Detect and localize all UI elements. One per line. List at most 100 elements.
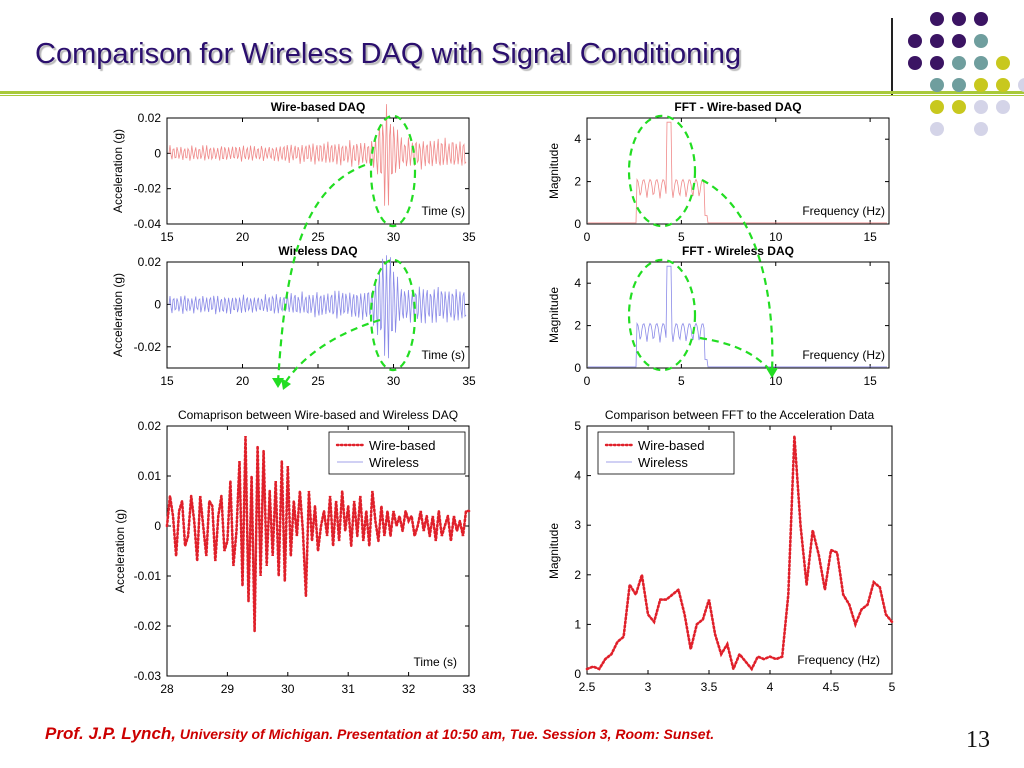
decorative-dot bbox=[930, 100, 944, 114]
x-tick-label: 4.5 bbox=[823, 680, 840, 694]
chart-panel-6: 2.5 3 3.5 4 4.5 5 5 4 3 2 1 0 Comparison between FFT… bbox=[547, 408, 896, 694]
plot-frame bbox=[586, 425, 893, 675]
annotation-arrow bbox=[701, 179, 774, 373]
chart-panel-1: 15 20 25 30 35 0.02 0 -0.02 -0.04 Wire-based DAQ T… bbox=[111, 100, 476, 244]
legend-label: Wire-based bbox=[369, 438, 435, 453]
x-tick-label: 0 bbox=[584, 230, 591, 244]
decorative-dot bbox=[930, 56, 944, 70]
decorative-dot bbox=[952, 78, 966, 92]
x-tick-label: 5 bbox=[678, 374, 685, 388]
y-tick-label: 0.02 bbox=[138, 111, 162, 125]
x-tick-label: 32 bbox=[402, 682, 416, 696]
chart-panel-4: 0 5 10 15 4 2 0 FFT - Wireless DAQ Frequency (Hz… bbox=[547, 244, 890, 388]
x-tick-label: 35 bbox=[462, 374, 476, 388]
arrowhead bbox=[766, 368, 778, 378]
y-tick-label: -0.04 bbox=[134, 217, 162, 231]
decorative-dot bbox=[996, 78, 1010, 92]
highlight-ellipse bbox=[627, 114, 697, 228]
x-axis-label: Frequency (Hz) bbox=[802, 204, 885, 218]
x-axis-label: Frequency (Hz) bbox=[802, 348, 885, 362]
legend-label: Wire-based bbox=[638, 438, 704, 453]
legend-box bbox=[597, 431, 735, 475]
y-tick-label: 2 bbox=[574, 319, 581, 333]
y-tick-label: -0.02 bbox=[134, 182, 162, 196]
series-line bbox=[168, 255, 467, 359]
chart-panel-5: 28 29 30 31 32 33 0.02 0.01 0 -0.01 -0.02 -0.03 Coma… bbox=[113, 408, 476, 696]
decorative-dot bbox=[1018, 78, 1024, 92]
annotation-arrow bbox=[276, 163, 366, 383]
x-tick-label: 10 bbox=[769, 374, 783, 388]
x-tick-label: 4 bbox=[767, 680, 774, 694]
y-tick-label: 1 bbox=[574, 617, 581, 631]
y-tick-label: 0.01 bbox=[138, 469, 162, 483]
y-tick-label: -0.03 bbox=[134, 669, 162, 683]
legend: Wire-based Wireless bbox=[328, 431, 466, 475]
decorative-dot bbox=[996, 56, 1010, 70]
chart-title: Wireless DAQ bbox=[278, 244, 357, 258]
y-tick-label: -0.01 bbox=[134, 569, 162, 583]
x-tick-label: 15 bbox=[863, 374, 877, 388]
decorative-dot bbox=[974, 56, 988, 70]
y-tick-label: 2 bbox=[574, 175, 581, 189]
y-axis-label: Acceleration (g) bbox=[111, 129, 125, 213]
decorative-dot bbox=[952, 12, 966, 26]
series-line bbox=[588, 265, 887, 368]
x-axis-label: Time (s) bbox=[421, 348, 465, 362]
y-tick-label: -0.02 bbox=[134, 340, 162, 354]
x-tick-label: 3 bbox=[645, 680, 652, 694]
y-axis-label: Acceleration (g) bbox=[111, 273, 125, 357]
decorative-dot bbox=[974, 100, 988, 114]
y-tick-label: 3 bbox=[574, 518, 581, 532]
x-tick-label: 5 bbox=[889, 680, 896, 694]
x-tick-label: 20 bbox=[236, 230, 250, 244]
x-tick-label: 25 bbox=[311, 230, 325, 244]
arrowhead bbox=[272, 378, 284, 388]
footer-venue: University of Michigan. Presentation at … bbox=[176, 726, 715, 742]
decorative-dot bbox=[930, 122, 944, 136]
series-line bbox=[588, 121, 887, 224]
decorative-dot bbox=[952, 56, 966, 70]
y-tick-label: 0 bbox=[154, 146, 161, 160]
decorative-dot bbox=[930, 78, 944, 92]
annotation-arrow bbox=[699, 336, 771, 371]
x-tick-label: 20 bbox=[236, 374, 250, 388]
x-axis-label: Time (s) bbox=[421, 204, 465, 218]
highlight-ellipse bbox=[369, 114, 417, 228]
legend-label: Wireless bbox=[369, 455, 419, 470]
y-axis-label: Magnitude bbox=[547, 143, 561, 199]
decorative-dot bbox=[974, 78, 988, 92]
series-line-wire-based bbox=[585, 435, 894, 674]
highlight-ellipse bbox=[627, 258, 697, 372]
slide-title: Comparison for Wireless DAQ with Signal … bbox=[35, 38, 741, 70]
y-axis-label: Acceleration (g) bbox=[113, 509, 127, 593]
y-tick-label: 0 bbox=[574, 217, 581, 231]
annotation-arrow bbox=[284, 318, 381, 384]
highlight-ellipse bbox=[369, 258, 417, 372]
page-number: 13 bbox=[966, 727, 990, 753]
y-axis-label: Magnitude bbox=[547, 523, 561, 579]
x-tick-label: 3.5 bbox=[701, 680, 718, 694]
y-tick-label: 0 bbox=[574, 361, 581, 375]
decorative-dot bbox=[974, 122, 988, 136]
series-line bbox=[168, 104, 467, 206]
y-tick-label: -0.02 bbox=[134, 619, 162, 633]
chart-title: Wire-based DAQ bbox=[271, 100, 366, 114]
decorative-dot bbox=[930, 12, 944, 26]
y-tick-label: 0.02 bbox=[138, 419, 162, 433]
x-tick-label: 29 bbox=[221, 682, 235, 696]
chart-title: Comaprison between Wire-based and Wirele… bbox=[178, 408, 458, 422]
chart-title: Comparison between FFT to the Accelerati… bbox=[605, 408, 875, 422]
y-axis-label: Magnitude bbox=[547, 287, 561, 343]
decorative-dot bbox=[952, 34, 966, 48]
footer: Prof. J.P. Lynch, University of Michigan… bbox=[45, 724, 714, 744]
arrowhead bbox=[281, 378, 291, 390]
y-tick-label: 5 bbox=[574, 419, 581, 433]
x-tick-label: 25 bbox=[311, 374, 325, 388]
x-axis-label: Frequency (Hz) bbox=[797, 653, 880, 667]
decorative-dot bbox=[974, 12, 988, 26]
decorative-dot bbox=[908, 56, 922, 70]
x-tick-label: 28 bbox=[160, 682, 174, 696]
chart-title: FFT - Wire-based DAQ bbox=[674, 100, 801, 114]
y-tick-label: 0.02 bbox=[138, 255, 162, 269]
